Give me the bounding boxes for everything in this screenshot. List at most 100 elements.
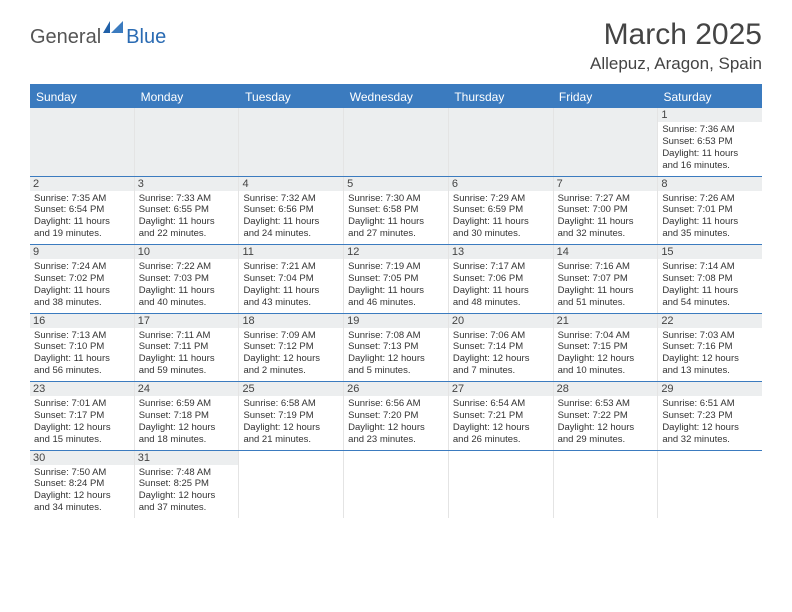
day-cell: 13Sunrise: 7:17 AMSunset: 7:06 PMDayligh… bbox=[449, 245, 554, 313]
logo-flag-icon bbox=[103, 19, 125, 42]
day-cell: 18Sunrise: 7:09 AMSunset: 7:12 PMDayligh… bbox=[239, 314, 344, 382]
day-details: Sunrise: 7:27 AMSunset: 7:00 PMDaylight:… bbox=[558, 193, 654, 241]
day-number: 28 bbox=[554, 382, 658, 396]
empty-cell bbox=[135, 108, 240, 176]
day-cell: 8Sunrise: 7:26 AMSunset: 7:01 PMDaylight… bbox=[658, 177, 762, 245]
day-details: Sunrise: 7:13 AMSunset: 7:10 PMDaylight:… bbox=[34, 330, 130, 378]
day-cell: 31Sunrise: 7:48 AMSunset: 8:25 PMDayligh… bbox=[135, 451, 240, 519]
empty-cell bbox=[30, 108, 135, 176]
day-number: 11 bbox=[239, 245, 343, 259]
day-details: Sunrise: 6:56 AMSunset: 7:20 PMDaylight:… bbox=[348, 398, 444, 446]
day-number: 18 bbox=[239, 314, 343, 328]
day-details: Sunrise: 6:51 AMSunset: 7:23 PMDaylight:… bbox=[662, 398, 758, 446]
month-title: March 2025 bbox=[590, 18, 762, 52]
day-number: 1 bbox=[658, 108, 762, 122]
empty-cell bbox=[554, 108, 659, 176]
day-details: Sunrise: 7:30 AMSunset: 6:58 PMDaylight:… bbox=[348, 193, 444, 241]
day-cell: 3Sunrise: 7:33 AMSunset: 6:55 PMDaylight… bbox=[135, 177, 240, 245]
day-cell: 29 Sunrise: 6:51 AMSunset: 7:23 PMDayligh… bbox=[658, 382, 762, 450]
dow-header: Monday bbox=[135, 86, 240, 108]
day-number: 12 bbox=[344, 245, 448, 259]
dow-row: SundayMondayTuesdayWednesdayThursdayFrid… bbox=[30, 86, 762, 108]
day-cell: 17 Sunrise: 7:11 AMSunset: 7:11 PMDayligh… bbox=[135, 314, 240, 382]
day-details: Sunrise: 6:59 AMSunset: 7:18 PMDaylight:… bbox=[139, 398, 235, 446]
day-cell: 7 Sunrise: 7:27 AMSunset: 7:00 PMDaylight… bbox=[554, 177, 659, 245]
empty-cell bbox=[239, 451, 344, 519]
empty-cell bbox=[554, 451, 659, 519]
day-details: Sunrise: 7:32 AMSunset: 6:56 PMDaylight:… bbox=[243, 193, 339, 241]
day-number: 26 bbox=[344, 382, 448, 396]
day-details: Sunrise: 7:50 AMSunset: 8:24 PMDaylight:… bbox=[34, 467, 130, 515]
day-number: 10 bbox=[135, 245, 239, 259]
day-number: 5 bbox=[344, 177, 448, 191]
day-number: 7 bbox=[554, 177, 658, 191]
day-number: 6 bbox=[449, 177, 553, 191]
day-number: 31 bbox=[135, 451, 239, 465]
day-cell: 27Sunrise: 6:54 AMSunset: 7:21 PMDayligh… bbox=[449, 382, 554, 450]
day-cell: 9 Sunrise: 7:24 AMSunset: 7:02 PMDaylight… bbox=[30, 245, 135, 313]
week-row: 9 Sunrise: 7:24 AMSunset: 7:02 PMDaylight… bbox=[30, 245, 762, 314]
location: Allepuz, Aragon, Spain bbox=[590, 54, 762, 74]
day-cell: 24Sunrise: 6:59 AMSunset: 7:18 PMDayligh… bbox=[135, 382, 240, 450]
day-cell: 4Sunrise: 7:32 AMSunset: 6:56 PMDaylight… bbox=[239, 177, 344, 245]
empty-cell bbox=[658, 451, 762, 519]
day-cell: 19Sunrise: 7:08 AMSunset: 7:13 PMDayligh… bbox=[344, 314, 449, 382]
day-number: 21 bbox=[554, 314, 658, 328]
day-number: 27 bbox=[449, 382, 553, 396]
title-block: March 2025 Allepuz, Aragon, Spain bbox=[590, 18, 762, 74]
day-cell: 2 Sunrise: 7:35 AMSunset: 6:54 PMDaylight… bbox=[30, 177, 135, 245]
day-details: Sunrise: 7:11 AMSunset: 7:11 PMDaylight:… bbox=[139, 330, 235, 378]
day-details: Sunrise: 7:24 AMSunset: 7:02 PMDaylight:… bbox=[34, 261, 130, 309]
empty-cell bbox=[344, 451, 449, 519]
day-details: Sunrise: 7:14 AMSunset: 7:08 PMDaylight:… bbox=[662, 261, 758, 309]
day-cell: 11Sunrise: 7:21 AMSunset: 7:04 PMDayligh… bbox=[239, 245, 344, 313]
day-cell: 23 Sunrise: 7:01 AMSunset: 7:17 PMDayligh… bbox=[30, 382, 135, 450]
empty-cell bbox=[449, 451, 554, 519]
day-number: 15 bbox=[658, 245, 762, 259]
empty-cell bbox=[344, 108, 449, 176]
week-row: 1 Sunrise: 7:36 AMSunset: 6:53 PMDaylight… bbox=[30, 108, 762, 177]
day-cell: 10 Sunrise: 7:22 AMSunset: 7:03 PMDayligh… bbox=[135, 245, 240, 313]
empty-cell bbox=[239, 108, 344, 176]
day-number: 2 bbox=[30, 177, 134, 191]
day-cell: 21Sunrise: 7:04 AMSunset: 7:15 PMDayligh… bbox=[554, 314, 659, 382]
day-number: 19 bbox=[344, 314, 448, 328]
dow-header: Tuesday bbox=[239, 86, 344, 108]
logo: General Blue bbox=[30, 26, 166, 49]
day-cell: 15 Sunrise: 7:14 AMSunset: 7:08 PMDayligh… bbox=[658, 245, 762, 313]
day-cell: 6 Sunrise: 7:29 AMSunset: 6:59 PMDaylight… bbox=[449, 177, 554, 245]
day-number: 20 bbox=[449, 314, 553, 328]
week-row: 16 Sunrise: 7:13 AMSunset: 7:10 PMDayligh… bbox=[30, 314, 762, 383]
day-cell: 14Sunrise: 7:16 AMSunset: 7:07 PMDayligh… bbox=[554, 245, 659, 313]
dow-header: Sunday bbox=[30, 86, 135, 108]
day-cell: 16 Sunrise: 7:13 AMSunset: 7:10 PMDayligh… bbox=[30, 314, 135, 382]
day-details: Sunrise: 7:16 AMSunset: 7:07 PMDaylight:… bbox=[558, 261, 654, 309]
day-number: 22 bbox=[658, 314, 762, 328]
day-details: Sunrise: 7:36 AMSunset: 6:53 PMDaylight:… bbox=[662, 124, 758, 172]
day-cell: 12 Sunrise: 7:19 AMSunset: 7:05 PMDayligh… bbox=[344, 245, 449, 313]
calendar: SundayMondayTuesdayWednesdayThursdayFrid… bbox=[30, 84, 762, 518]
day-number: 29 bbox=[658, 382, 762, 396]
day-details: Sunrise: 7:22 AMSunset: 7:03 PMDaylight:… bbox=[139, 261, 235, 309]
day-number: 13 bbox=[449, 245, 553, 259]
logo-text-blue: Blue bbox=[126, 26, 166, 49]
empty-cell bbox=[449, 108, 554, 176]
week-row: 23 Sunrise: 7:01 AMSunset: 7:17 PMDayligh… bbox=[30, 382, 762, 451]
day-details: Sunrise: 7:19 AMSunset: 7:05 PMDaylight:… bbox=[348, 261, 444, 309]
day-number: 30 bbox=[30, 451, 134, 465]
week-row: 30 Sunrise: 7:50 AMSunset: 8:24 PMDayligh… bbox=[30, 451, 762, 519]
day-number: 9 bbox=[30, 245, 134, 259]
day-number: 16 bbox=[30, 314, 134, 328]
day-cell: 1 Sunrise: 7:36 AMSunset: 6:53 PMDaylight… bbox=[658, 108, 762, 176]
day-details: Sunrise: 7:01 AMSunset: 7:17 PMDaylight:… bbox=[34, 398, 130, 446]
day-number: 17 bbox=[135, 314, 239, 328]
dow-header: Thursday bbox=[448, 86, 553, 108]
day-details: Sunrise: 7:06 AMSunset: 7:14 PMDaylight:… bbox=[453, 330, 549, 378]
logo-text-general: General bbox=[30, 26, 101, 49]
day-details: Sunrise: 7:29 AMSunset: 6:59 PMDaylight:… bbox=[453, 193, 549, 241]
day-number: 23 bbox=[30, 382, 134, 396]
day-details: Sunrise: 6:53 AMSunset: 7:22 PMDaylight:… bbox=[558, 398, 654, 446]
day-cell: 22Sunrise: 7:03 AMSunset: 7:16 PMDayligh… bbox=[658, 314, 762, 382]
day-cell: 20 Sunrise: 7:06 AMSunset: 7:14 PMDayligh… bbox=[449, 314, 554, 382]
day-details: Sunrise: 7:35 AMSunset: 6:54 PMDaylight:… bbox=[34, 193, 130, 241]
